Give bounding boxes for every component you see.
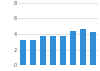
Bar <box>40 36 46 65</box>
Bar <box>80 29 86 65</box>
Bar <box>60 36 66 65</box>
Bar <box>90 32 96 65</box>
Bar <box>20 40 26 65</box>
Bar <box>30 40 36 65</box>
Bar <box>50 36 56 65</box>
Bar <box>70 31 76 65</box>
